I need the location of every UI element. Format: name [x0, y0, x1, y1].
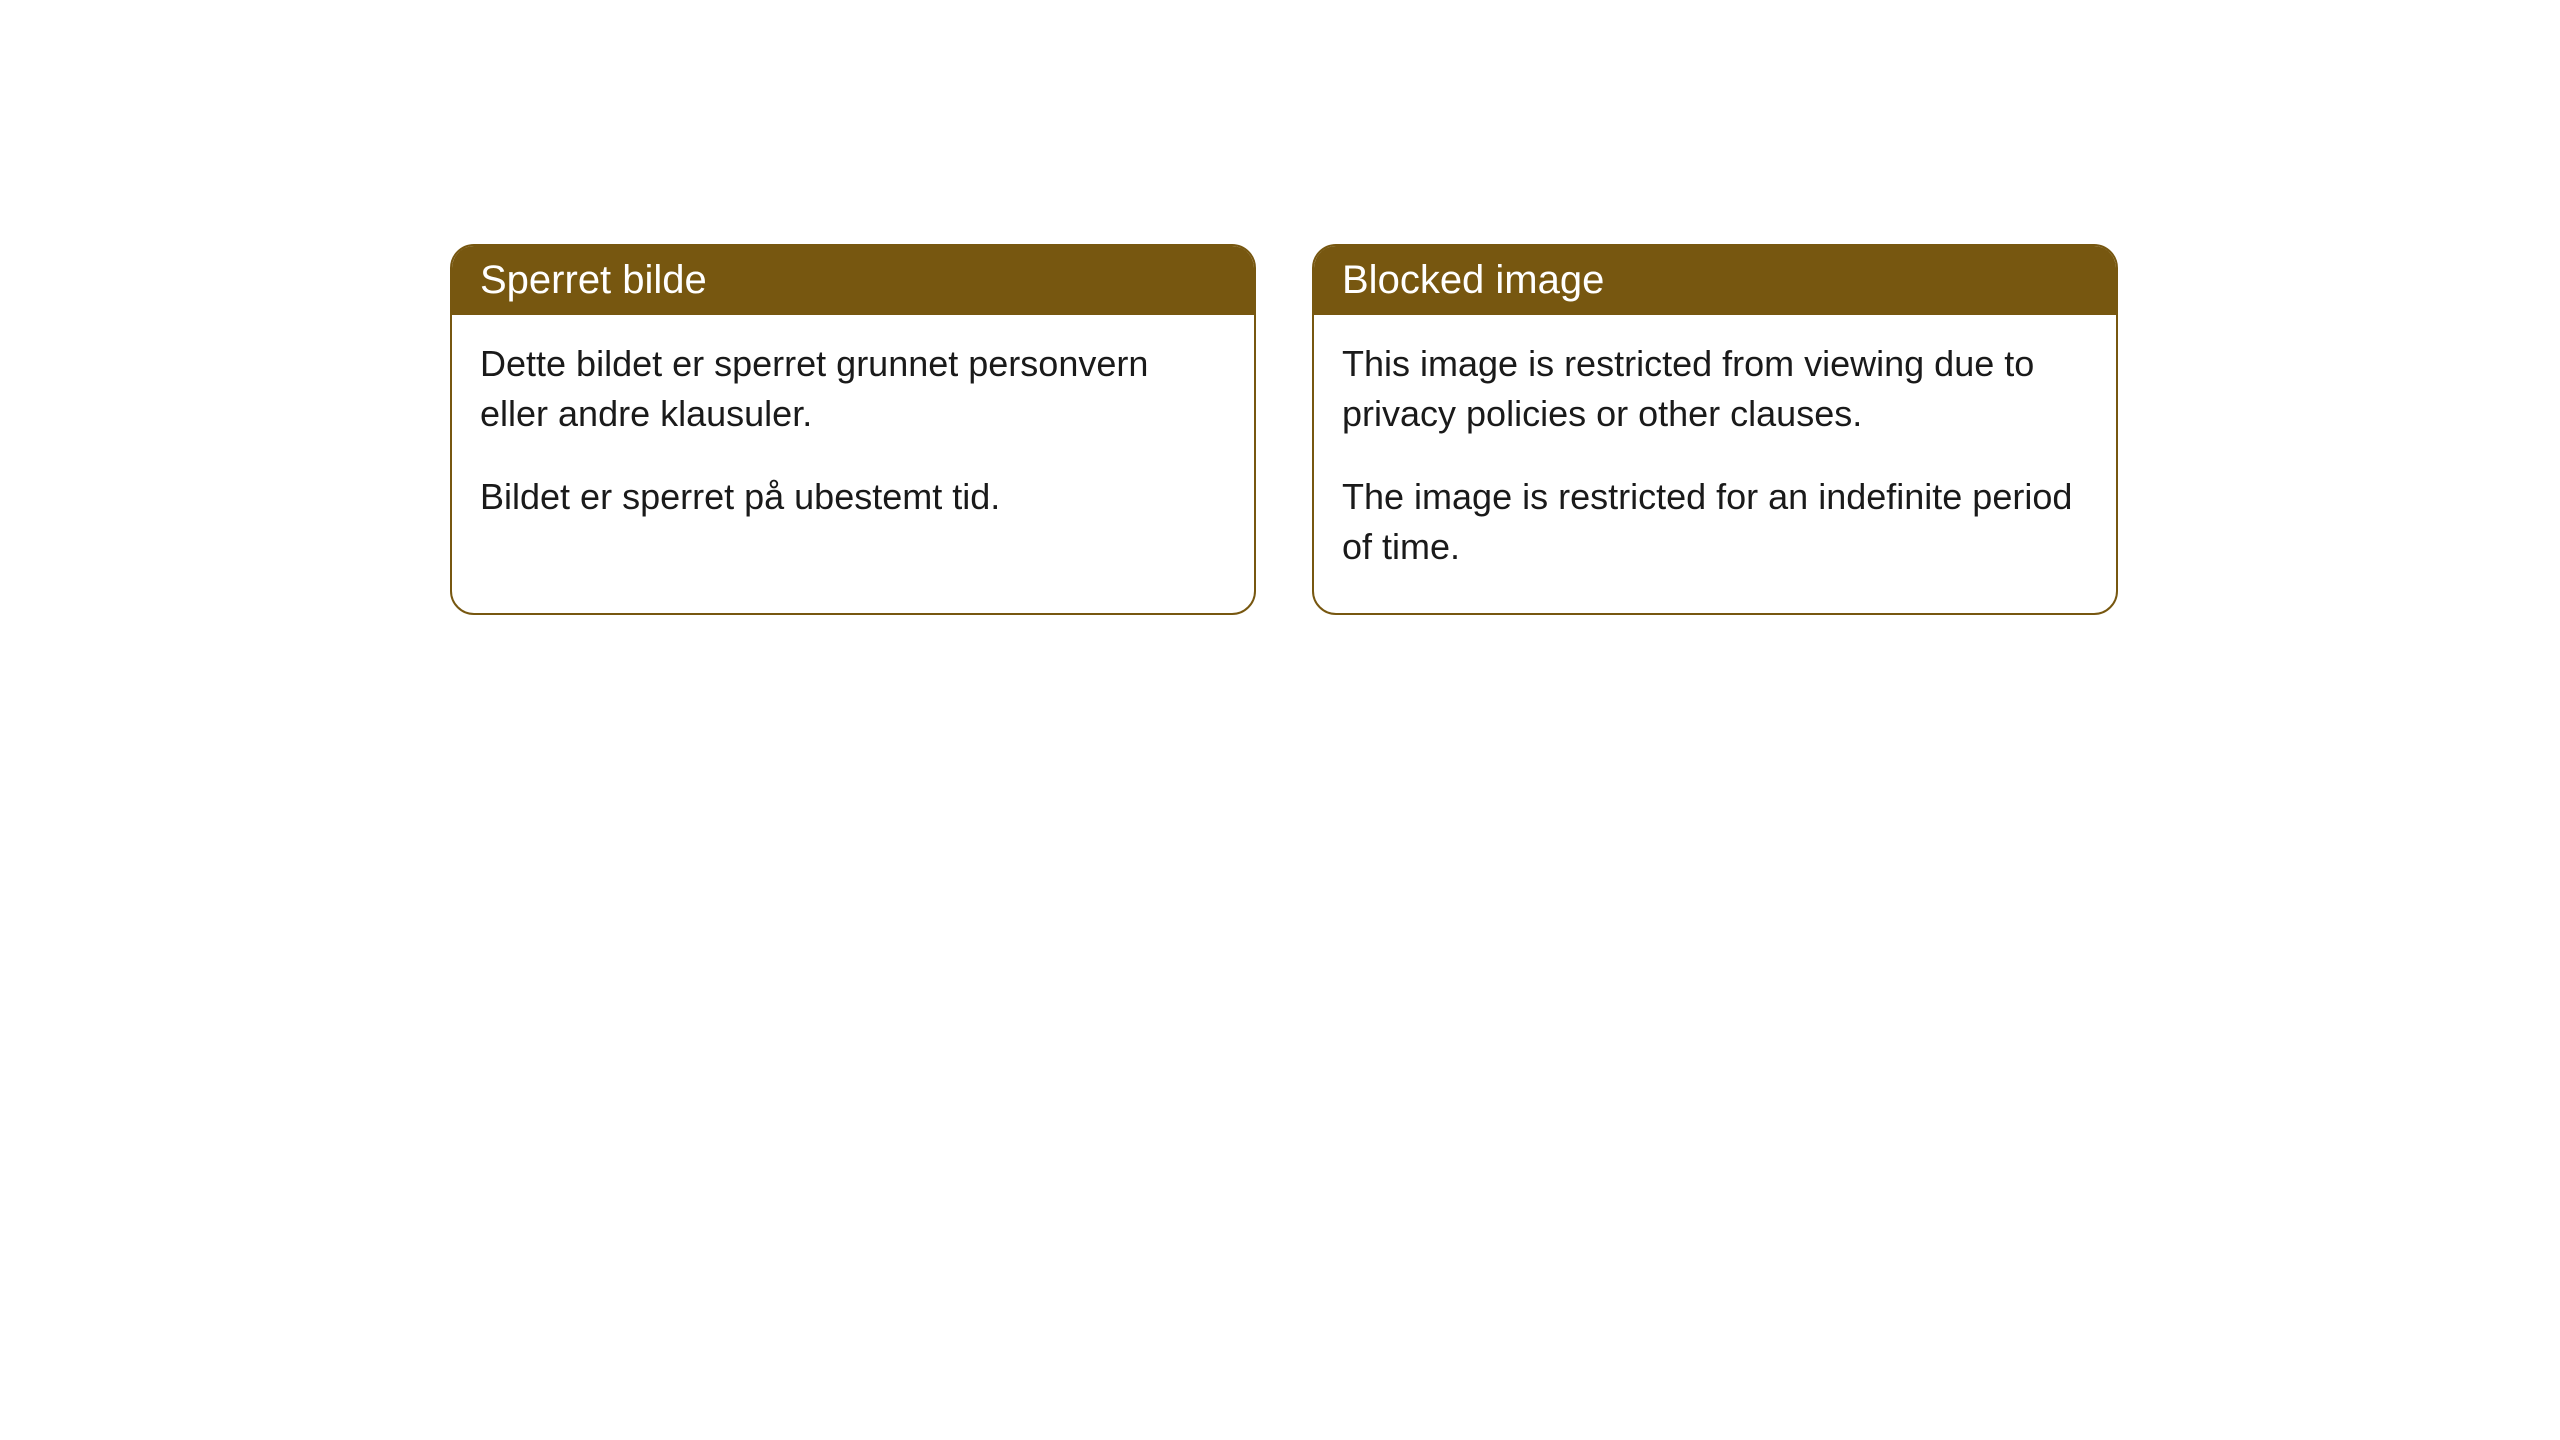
card-paragraph-1-en: This image is restricted from viewing du… [1342, 339, 2088, 440]
card-paragraph-2-en: The image is restricted for an indefinit… [1342, 472, 2088, 573]
card-title-en: Blocked image [1342, 258, 1604, 302]
card-header-en: Blocked image [1314, 246, 2116, 315]
card-title-no: Sperret bilde [480, 258, 707, 302]
card-header-no: Sperret bilde [452, 246, 1254, 315]
blocked-image-card-no: Sperret bilde Dette bildet er sperret gr… [450, 244, 1256, 615]
card-paragraph-2-no: Bildet er sperret på ubestemt tid. [480, 472, 1226, 522]
card-paragraph-1-no: Dette bildet er sperret grunnet personve… [480, 339, 1226, 440]
card-body-en: This image is restricted from viewing du… [1314, 315, 2116, 613]
card-body-no: Dette bildet er sperret grunnet personve… [452, 315, 1254, 562]
blocked-image-card-en: Blocked image This image is restricted f… [1312, 244, 2118, 615]
cards-container: Sperret bilde Dette bildet er sperret gr… [0, 0, 2560, 615]
